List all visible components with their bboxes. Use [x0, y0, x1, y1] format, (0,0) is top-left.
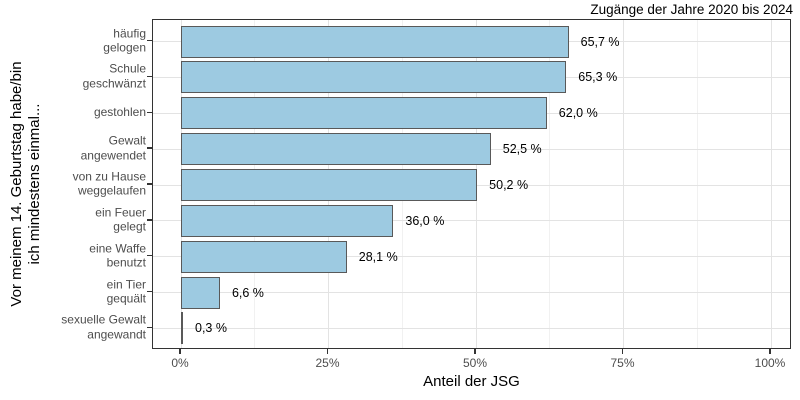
chart-title: Zugänge der Jahre 2020 bis 2024: [590, 2, 793, 17]
y-axis-tick: [147, 290, 152, 293]
bar: [181, 25, 569, 58]
bar-value-label: 65,3 %: [578, 70, 618, 85]
bar-value-label: 52,5 %: [502, 142, 542, 157]
x-axis-tick: [621, 349, 624, 354]
x-axis-title: Anteil der JSG: [423, 373, 520, 390]
plot-panel: 65,7 % 65,3 % 62,0 % 52,5 % 50,2 % 36,0 % 28,1…: [152, 19, 791, 349]
bar: [181, 204, 394, 237]
y-axis-tick: [147, 75, 152, 78]
bar: [181, 97, 547, 130]
bar: [181, 276, 220, 309]
bar: [181, 312, 183, 345]
bar: [181, 133, 491, 166]
y-axis-tick: [147, 219, 152, 221]
gridline-major-horizontal: [153, 327, 790, 329]
bar-value-label: 0,3 %: [195, 321, 227, 336]
y-axis-tick: [147, 39, 152, 42]
x-tick-label: 25%: [315, 356, 340, 370]
y-axis-tick: [147, 254, 152, 257]
bar-value-label: 65,7 %: [580, 34, 620, 49]
x-tick-label: 50%: [462, 356, 488, 370]
bar-value-label: 36,0 %: [405, 213, 445, 228]
y-axis-tick: [147, 326, 152, 329]
x-tick-label: 100%: [754, 356, 786, 370]
y-category-label: ein Tier gequält: [106, 277, 146, 306]
gridline-minor-vertical: [696, 20, 698, 348]
y-category-label: gestohlen: [93, 105, 146, 120]
gridline-major-horizontal: [153, 292, 790, 294]
gridline-major-vertical: [770, 20, 772, 348]
y-axis-tick: [147, 147, 152, 149]
y-category-label: ein Feuer gelegt: [95, 205, 146, 234]
x-axis-tick: [179, 349, 181, 354]
gridline-major-horizontal: [153, 256, 790, 258]
x-tick-label: 75%: [610, 356, 635, 370]
y-category-label: Schule geschwänzt: [82, 62, 146, 91]
x-axis-tick: [474, 349, 476, 354]
bar-value-label: 6,6 %: [231, 285, 264, 300]
x-axis-tick: [769, 349, 771, 354]
bar: [181, 240, 347, 273]
gridline-major-vertical: [623, 20, 624, 348]
x-axis-tick: [326, 349, 329, 354]
y-category-label: von zu Hause weggelaufen: [72, 169, 146, 198]
gridline-minor-vertical: [549, 20, 551, 348]
y-category-label: Gewalt angewendet: [80, 133, 146, 163]
bar: [181, 61, 567, 94]
bar: [181, 169, 478, 201]
y-category-label: häufig gelogen: [103, 26, 146, 55]
bar-value-label: 50,2 %: [489, 178, 529, 192]
y-axis-tick: [147, 183, 152, 185]
x-tick-label: 0%: [171, 356, 189, 370]
bar-value-label: 62,0 %: [558, 106, 598, 121]
y-category-label: sexuelle Gewalt angewandt: [61, 313, 146, 342]
y-category-label: eine Waffe benutzt: [89, 241, 146, 270]
y-axis-tick: [147, 111, 152, 113]
gridline-major-horizontal: [153, 220, 790, 222]
bar-value-label: 28,1 %: [358, 249, 398, 264]
